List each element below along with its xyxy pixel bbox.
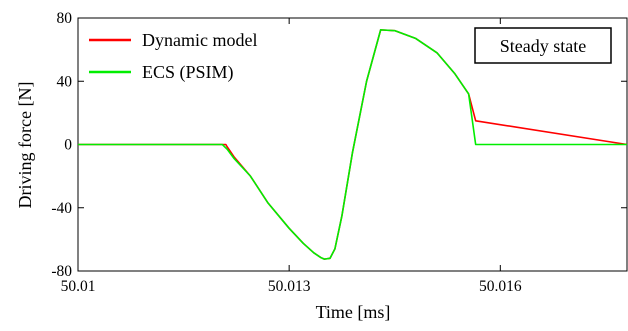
legend-label-ecs-psim: ECS (PSIM) <box>142 62 234 83</box>
legend-label-dynamic-model: Dynamic model <box>142 30 257 50</box>
y-tick-label: 0 <box>64 137 72 154</box>
y-tick-label: -40 <box>51 200 72 217</box>
x-tick-label: 50.013 <box>268 278 311 295</box>
x-axis: 50.01 50.013 50.016 <box>61 18 522 295</box>
y-tick-label: 80 <box>57 10 73 27</box>
x-axis-title: Time [ms] <box>316 302 391 322</box>
legend: Dynamic model ECS (PSIM) <box>89 30 257 83</box>
annotation-text: Steady state <box>500 36 586 56</box>
series-layer <box>78 29 628 260</box>
y-axis: 80 40 0 -40 -80 <box>51 10 627 280</box>
x-tick-label: 50.01 <box>61 278 96 295</box>
series-line-1 <box>78 29 627 260</box>
y-axis-title: Driving force [N] <box>15 82 35 209</box>
y-tick-label: -80 <box>51 263 72 280</box>
annotation-box: Steady state <box>474 27 612 64</box>
x-tick-label: 50.016 <box>479 278 522 295</box>
y-tick-label: 40 <box>57 73 73 90</box>
